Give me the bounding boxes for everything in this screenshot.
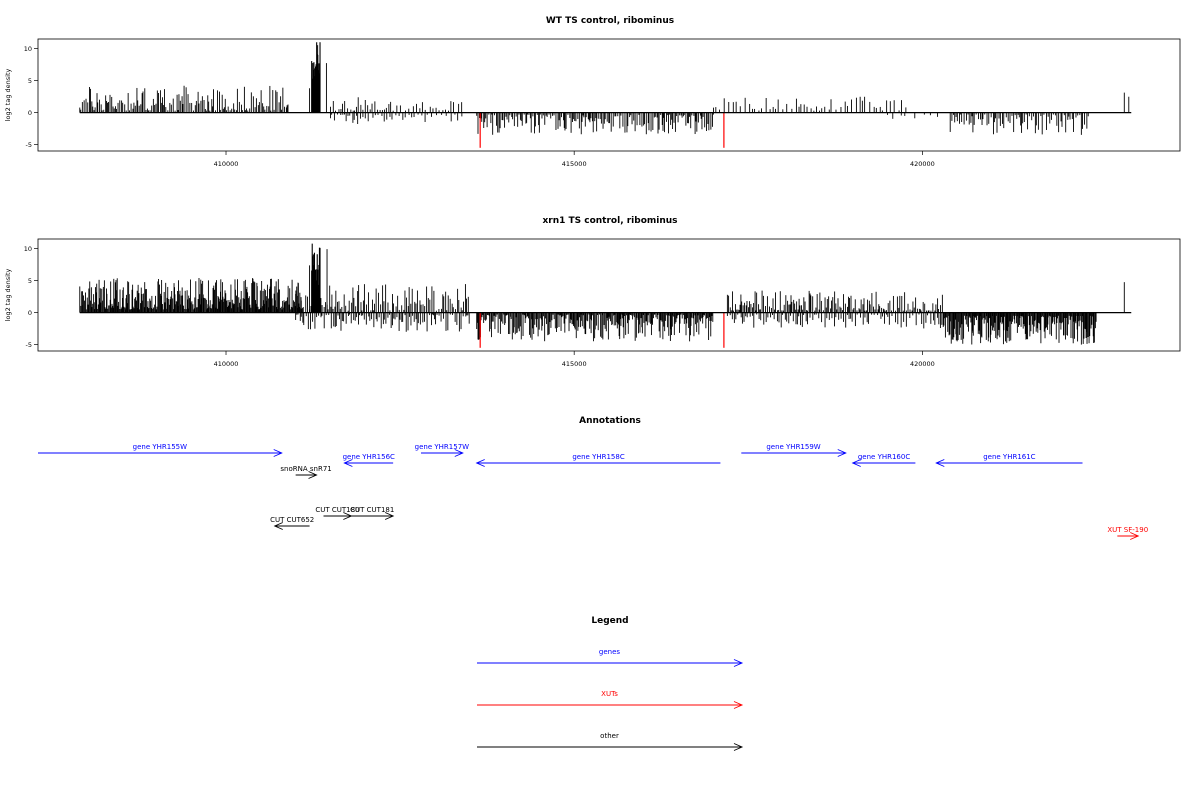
y-tick-label: 0 xyxy=(28,309,32,317)
feature-label: gene YHR155W xyxy=(133,443,187,451)
feature-arrowhead xyxy=(1130,532,1140,540)
feature-arrowhead xyxy=(384,512,395,520)
x-tick-label: 410000 xyxy=(214,360,239,368)
legend-entry-genes: genes xyxy=(477,648,744,667)
y-tick-label: 0 xyxy=(28,109,32,117)
feature-label: gene YHR158C xyxy=(572,453,624,461)
annotation-feature: gene YHR161C xyxy=(935,453,1083,467)
xrn1-track-title: xrn1 TS control, ribominus xyxy=(542,216,677,226)
annotation-feature: gene YHR157W xyxy=(415,443,469,457)
legend-label: other xyxy=(600,732,619,740)
feature-arrowhead xyxy=(851,459,861,467)
y-tick-label: -5 xyxy=(26,341,32,349)
wt-track-ylabel: log2 tag density xyxy=(4,69,12,122)
annotations-title: Annotations xyxy=(579,416,641,426)
annotation-feature: gene YHR158C xyxy=(475,453,721,467)
annotation-feature: snoRNA snR71 xyxy=(280,465,332,479)
wt-track-title: WT TS control, ribominus xyxy=(546,16,674,26)
legend-label: XUTs xyxy=(601,690,618,698)
y-tick-label: -5 xyxy=(26,141,32,149)
feature-arrowhead xyxy=(475,459,485,467)
y-tick-label: 5 xyxy=(28,77,32,85)
xrn1-density-bars xyxy=(79,243,1132,348)
annotation-feature: gene YHR160C xyxy=(851,453,916,467)
legend-entries: genes XUTs other xyxy=(477,648,744,751)
feature-label: gene YHR157W xyxy=(415,443,469,451)
x-tick-label: 415000 xyxy=(562,360,587,368)
annotation-feature: CUT CUT652 xyxy=(270,516,314,530)
feature-label: gene YHR159W xyxy=(766,443,820,451)
legend-entry-other: other xyxy=(477,732,744,751)
legend-label: genes xyxy=(599,648,620,656)
y-tick-label: 10 xyxy=(24,45,32,53)
feature-arrowhead xyxy=(454,449,464,457)
wt-y-axis: -5 0 5 10 xyxy=(24,45,38,149)
legend-panel: Legend genes XUTs other xyxy=(477,616,744,751)
feature-label: snoRNA snR71 xyxy=(280,465,331,473)
x-tick-label: 420000 xyxy=(910,360,935,368)
feature-label: CUT CUT181 xyxy=(350,506,394,514)
xrn1-track-panel: xrn1 TS control, ribominus log2 tag dens… xyxy=(4,216,1181,368)
feature-label: CUT CUT652 xyxy=(270,516,314,524)
feature-label: gene YHR161C xyxy=(983,453,1035,461)
legend-arrowhead xyxy=(733,743,744,751)
feature-arrowhead xyxy=(308,471,318,479)
x-tick-label: 410000 xyxy=(214,160,239,168)
xrn1-y-axis: -5 0 5 10 xyxy=(24,245,38,349)
x-tick-label: 420000 xyxy=(910,160,935,168)
annotation-feature: gene YHR155W xyxy=(38,443,283,457)
xrn1-track-frame xyxy=(37,238,1181,352)
wt-x-axis: 410000 415000 420000 xyxy=(214,151,935,168)
feature-arrowhead xyxy=(343,459,353,467)
wt-track-panel: WT TS control, ribominus log2 tag densit… xyxy=(4,16,1181,168)
annotation-feature: XUT SF-190 xyxy=(1107,526,1148,540)
xrn1-x-axis: 410000 415000 420000 xyxy=(214,351,935,368)
annotation-feature: gene YHR159W xyxy=(741,443,847,457)
feature-label: CUT CUT180 xyxy=(315,506,359,514)
xrn1-track-ylabel: log2 tag density xyxy=(4,269,12,322)
legend-title: Legend xyxy=(591,616,628,626)
y-tick-label: 10 xyxy=(24,245,32,253)
legend-arrowhead xyxy=(733,659,744,667)
x-tick-label: 415000 xyxy=(562,160,587,168)
feature-label: gene YHR156C xyxy=(343,453,395,461)
y-tick-label: 5 xyxy=(28,277,32,285)
feature-label: gene YHR160C xyxy=(858,453,910,461)
feature-label: XUT SF-190 xyxy=(1107,526,1148,534)
feature-arrowhead xyxy=(837,449,847,457)
feature-arrowhead xyxy=(935,459,945,467)
annotation-feature: CUT CUT181 xyxy=(350,506,394,520)
feature-arrowhead xyxy=(273,522,283,530)
feature-arrowhead xyxy=(273,449,283,457)
wt-density-bars xyxy=(79,42,1132,148)
legend-entry-xuts: XUTs xyxy=(477,690,744,709)
annotation-features: gene YHR155W gene YHR156C gene YHR157W gene… xyxy=(38,443,1148,540)
annotation-feature: gene YHR156C xyxy=(343,453,395,467)
legend-arrowhead xyxy=(733,701,744,709)
wt-track-frame xyxy=(37,38,1181,152)
